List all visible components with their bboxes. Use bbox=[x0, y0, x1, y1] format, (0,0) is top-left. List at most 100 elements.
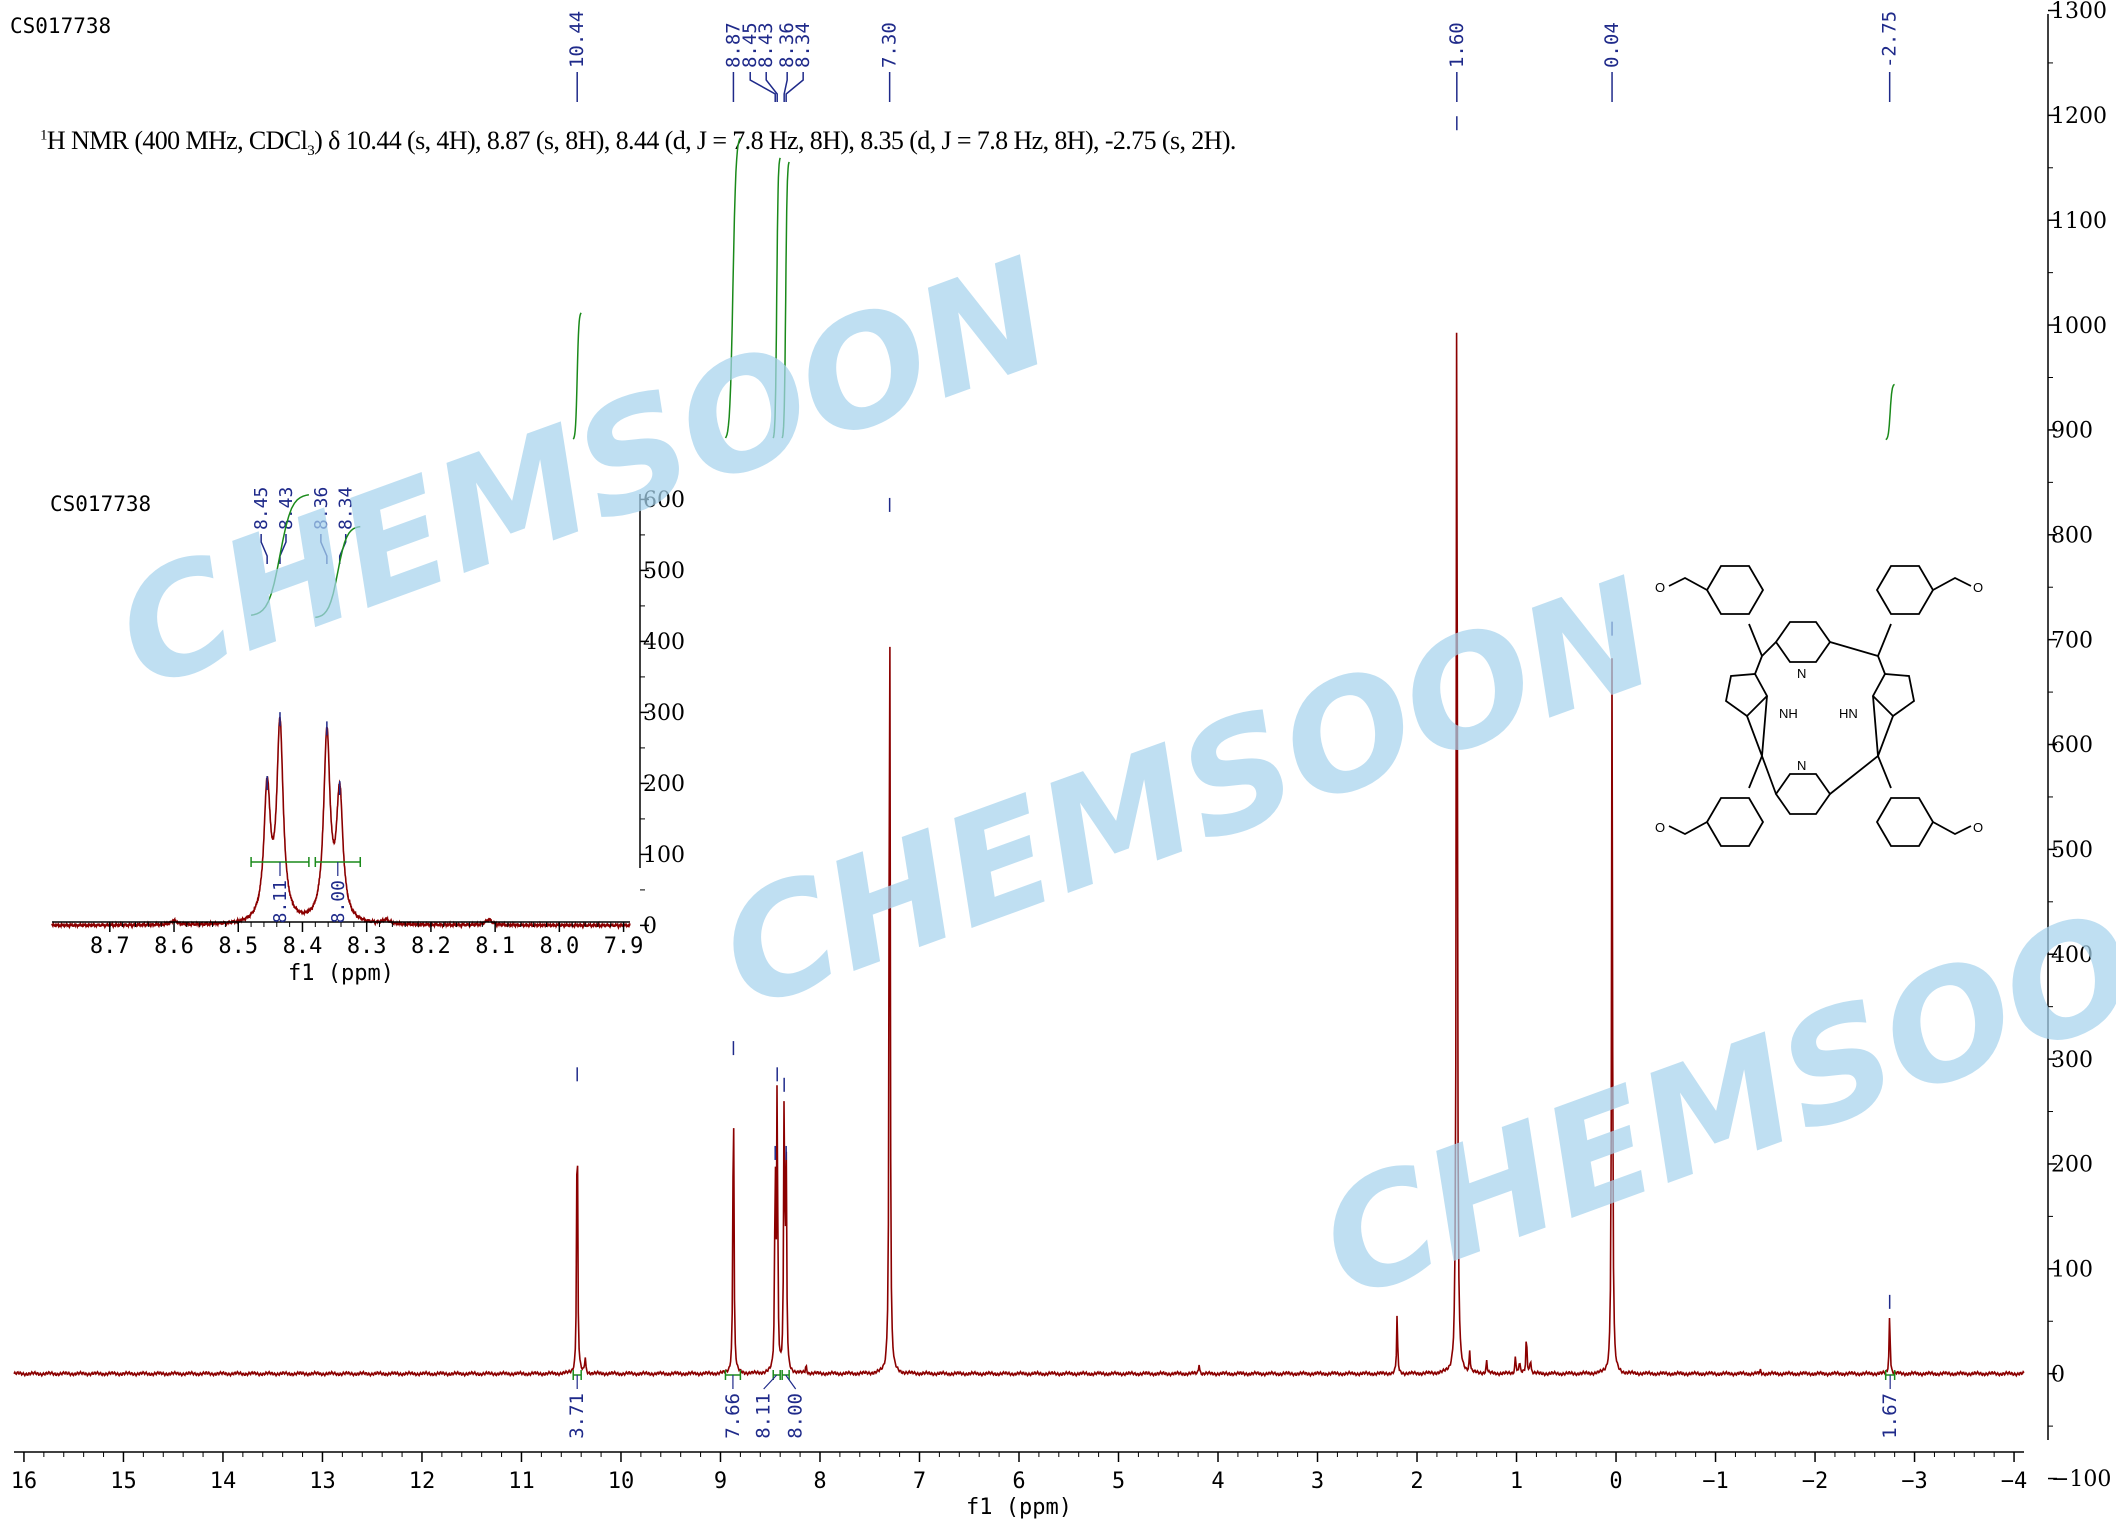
x-tick-label: 14 bbox=[210, 1469, 237, 1494]
y-tick-label: 300 bbox=[643, 701, 685, 726]
n-label: N bbox=[1797, 666, 1806, 681]
integral-value: 8.00 bbox=[785, 1393, 807, 1439]
inset-sample-id: CS017738 bbox=[50, 492, 151, 516]
y-tick-label: 700 bbox=[2051, 628, 2093, 653]
x-tick-label: 9 bbox=[714, 1469, 727, 1494]
y-tick-label: 800 bbox=[2051, 523, 2093, 548]
x-tick-label: 13 bbox=[309, 1469, 336, 1494]
y-tick-label: 1200 bbox=[2051, 104, 2107, 129]
aldehyde-o-label: O bbox=[1655, 580, 1665, 595]
x-tick-label: 8.6 bbox=[154, 934, 194, 959]
integral-leader bbox=[763, 1374, 778, 1390]
isotope-superscript: 1 bbox=[40, 127, 47, 144]
aldehyde-o-label: O bbox=[1655, 820, 1665, 835]
peak-label: 8.45 bbox=[251, 487, 272, 530]
n-label: N bbox=[1797, 758, 1806, 773]
x-tick-label: 0 bbox=[1609, 1469, 1622, 1494]
x-tick-label: −3 bbox=[1901, 1469, 1928, 1494]
y-tick-label: 100 bbox=[2051, 1258, 2093, 1283]
peak-label: 10.44 bbox=[566, 11, 588, 68]
integral-value: 8.11 bbox=[753, 1393, 775, 1439]
x-tick-label: 2 bbox=[1410, 1469, 1423, 1494]
x-tick-label: 8.0 bbox=[539, 934, 579, 959]
peak-label-leader bbox=[783, 72, 788, 102]
peak-label: 8.43 bbox=[276, 487, 297, 530]
x-tick-label: 6 bbox=[1012, 1469, 1025, 1494]
x-tick-label: 7.9 bbox=[604, 934, 644, 959]
x-tick-label: 8.1 bbox=[475, 934, 515, 959]
description-rest: ) δ 10.44 (s, 4H), 8.87 (s, 8H), 8.44 (d… bbox=[314, 126, 1236, 155]
y-tick-label: 600 bbox=[643, 488, 685, 513]
x-tick-label: 8.4 bbox=[283, 934, 323, 959]
x-tick-label: 16 bbox=[11, 1469, 38, 1494]
x-tick-label: 8.7 bbox=[90, 934, 130, 959]
peak-label: 1.60 bbox=[1446, 22, 1468, 68]
peak-label: 8.45 bbox=[739, 22, 761, 68]
integral-leader bbox=[785, 1374, 797, 1390]
description-prefix: H NMR (400 MHz, CDCl bbox=[46, 126, 308, 155]
x-axis-label: f1 (ppm) bbox=[966, 1495, 1072, 1520]
x-tick-label: −1 bbox=[1702, 1469, 1729, 1494]
peak-label-leader bbox=[749, 72, 776, 102]
peak-label: 8.36 bbox=[776, 22, 798, 68]
y-tick-label: 200 bbox=[2051, 1153, 2093, 1178]
integral-curve bbox=[315, 525, 361, 619]
peak-label: 8.36 bbox=[311, 487, 332, 530]
integral-curve bbox=[781, 161, 790, 439]
x-tick-label: 10 bbox=[608, 1469, 635, 1494]
peak-label-leader bbox=[320, 534, 328, 564]
integral-value: 8.11 bbox=[270, 880, 291, 923]
integral-value: 3.71 bbox=[566, 1393, 588, 1439]
x-tick-label: 7 bbox=[913, 1469, 926, 1494]
x-tick-label: 8.5 bbox=[218, 934, 258, 959]
integral-value: 8.00 bbox=[328, 880, 349, 923]
chloroform-subscript: 3 bbox=[307, 143, 315, 160]
x-tick-label: −4 bbox=[2001, 1469, 2028, 1494]
y-tick-label: −100 bbox=[2051, 1467, 2111, 1492]
integral-curve bbox=[1885, 383, 1895, 441]
peak-label-leader bbox=[260, 534, 268, 564]
x-axis-label: f1 (ppm) bbox=[288, 961, 394, 986]
x-tick-label: 1 bbox=[1510, 1469, 1523, 1494]
peak-label: -2.75 bbox=[1879, 11, 1901, 68]
y-tick-label: 100 bbox=[643, 843, 685, 868]
y-tick-label: 500 bbox=[2051, 838, 2093, 863]
aldehyde-o-label: O bbox=[1973, 580, 1983, 595]
y-tick-label: 200 bbox=[643, 772, 685, 797]
integral-value: 7.66 bbox=[722, 1393, 744, 1439]
peak-label: 8.87 bbox=[722, 22, 744, 68]
main-spectrum-chart: 16 15 14 13 12 11 10 9 8 7 6 5 4 3 2 1 0 −1 −2 −3 −4f1 (ppm)… bbox=[11, 0, 2112, 1520]
x-tick-label: 8 bbox=[813, 1469, 826, 1494]
peak-label: 8.34 bbox=[336, 487, 357, 530]
y-tick-label: 1300 bbox=[2051, 0, 2107, 24]
hn-label: HN bbox=[1839, 706, 1858, 721]
x-tick-label: −2 bbox=[1802, 1469, 1829, 1494]
peak-label-leader bbox=[785, 72, 804, 102]
x-tick-label: 5 bbox=[1112, 1469, 1125, 1494]
peak-label-leader bbox=[765, 72, 778, 102]
x-tick-label: 3 bbox=[1311, 1469, 1324, 1494]
integral-curve bbox=[572, 312, 582, 440]
integral-curve bbox=[772, 157, 781, 439]
x-tick-label: 11 bbox=[508, 1469, 535, 1494]
spectrum-line bbox=[13, 332, 2025, 1378]
y-tick-label: 1100 bbox=[2051, 209, 2107, 234]
y-tick-label: 900 bbox=[2051, 419, 2093, 444]
y-tick-label: 400 bbox=[643, 630, 685, 655]
porphyrin-structure: O O O O NH HN N N bbox=[1655, 565, 1983, 847]
x-tick-label: 15 bbox=[110, 1469, 137, 1494]
peak-label: 8.34 bbox=[792, 22, 814, 68]
x-tick-label: 8.2 bbox=[411, 934, 451, 959]
peak-label: 8.43 bbox=[755, 22, 777, 68]
integral-curve bbox=[724, 137, 742, 439]
peak-label-leader bbox=[279, 534, 287, 564]
x-tick-label: 4 bbox=[1211, 1469, 1224, 1494]
y-tick-label: 1000 bbox=[2051, 314, 2107, 339]
nmr-description: 1H NMR (400 MHz, CDCl3) δ 10.44 (s, 4H),… bbox=[40, 126, 1236, 160]
x-tick-label: 12 bbox=[409, 1469, 436, 1494]
x-tick-label: 8.3 bbox=[347, 934, 387, 959]
aldehyde-o-label: O bbox=[1973, 820, 1983, 835]
peak-label: 7.30 bbox=[879, 22, 901, 68]
y-tick-label: 0 bbox=[2051, 1362, 2065, 1387]
